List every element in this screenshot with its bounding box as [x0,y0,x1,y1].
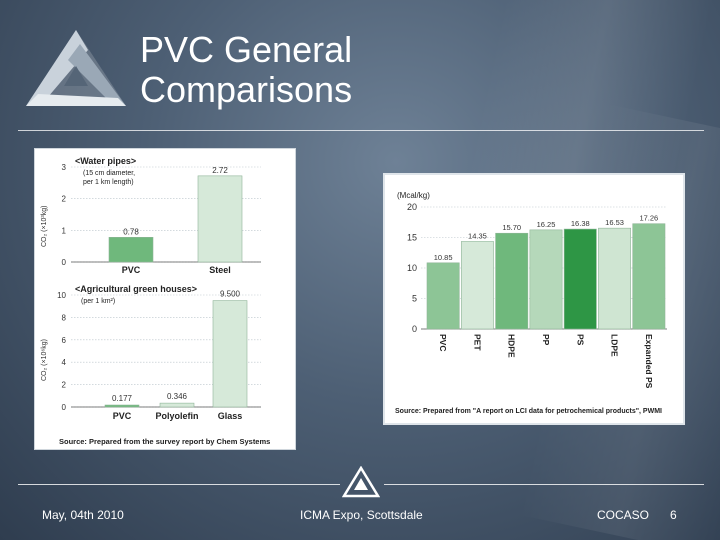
chart1-tick-label: 3 [62,163,67,172]
chart3-bar [426,262,460,330]
chart2-tick-label: 8 [62,313,67,322]
footer-divider-right [384,484,704,485]
chart3-category-label: PP [541,334,551,346]
chart3-category-label: Expanded PS [644,334,654,389]
chart1-bar [197,175,243,263]
footer-date: May, 04th 2010 [42,508,124,522]
chart3-category-label: HDPE [507,334,517,358]
chart3-data-label: 16.25 [537,220,556,229]
chart3-bar [495,232,529,330]
chart2-data-label: 0.177 [112,394,133,403]
chart3-bar [460,241,494,330]
chart2-data-label: 9.500 [220,290,241,299]
chart2-ylabel: CO₂ (×10⁶kg) [41,339,48,381]
chart3-tick-label: 5 [412,294,417,304]
chart3-bar [632,223,666,330]
chart3-data-label: 16.38 [571,219,590,228]
chart1-ylabel: CO₂ (×10³kg) [41,206,48,247]
chart2-tick-label: 6 [62,336,67,345]
chart2-tick-label: 2 [62,381,67,390]
chart1-data-label: 0.78 [123,227,139,236]
chart2-bar [104,404,140,408]
chart3-bar [598,227,632,330]
chart1-tick-label: 1 [62,226,67,235]
left-chart-panel: <Water pipes> (15 cm diameter, per 1 km … [34,148,296,450]
footer-organization: COCASO [597,508,650,522]
triangle-logo-icon [26,30,126,106]
footer-page-number: 6 [670,508,677,522]
right-chart-svg: (Mcal/kg) 0 5 10 15 20 10.85 PVC 14.35 PET 15.70 H… [395,191,667,415]
title-divider [18,130,704,131]
chart2-data-label: 0.346 [167,392,188,401]
chart2-tick-label: 10 [57,291,66,300]
chart3-category-label: LDPE [610,334,620,357]
title-line-1: PVC General [140,29,353,70]
right-chart-panel: (Mcal/kg) 0 5 10 15 20 10.85 PVC 14.35 PET 15.70 H… [383,173,685,425]
chart2-category-label: PVC [113,411,132,421]
chart3-data-label: 16.53 [605,218,624,227]
chart3-tick-label: 15 [407,233,417,243]
footer-divider-left [18,484,340,485]
chart1-tick-label: 0 [62,258,67,267]
chart3-data-label: 14.35 [468,231,487,240]
chart2-category-label: Polyolefin [155,411,198,421]
chart1-subtitle-line1: (15 cm diameter, [83,170,135,177]
chart2-category-label: Glass [218,411,243,421]
left-chart-svg: <Water pipes> (15 cm diameter, per 1 km … [41,156,270,446]
chart2-title: <Agricultural green houses> [75,284,197,294]
chart1-data-label: 2.72 [212,166,228,175]
chart3-ylabel: (Mcal/kg) [397,191,430,200]
chart3-bar [563,228,597,330]
chart3-bar [529,229,563,330]
chart2-subtitle: (per 1 km²) [81,298,115,305]
chart3-data-label: 10.85 [434,253,453,262]
chart1-title: <Water pipes> [75,156,136,166]
chart1-bar [108,237,154,263]
chart3-tick-label: 20 [407,202,417,212]
chart3-data-label: 15.70 [502,223,521,232]
chart1-category-label: PVC [122,265,141,275]
chart3-source: Source: Prepared from "A report on LCI d… [395,408,662,415]
chart1-tick-label: 2 [62,195,67,204]
chart2-tick-label: 4 [62,358,67,367]
slide-title: PVC General Comparisons [140,30,352,110]
chart3-category-label: PVC [438,334,448,351]
footer-triangle-logo-icon [342,466,380,498]
title-line-2: Comparisons [140,69,353,110]
chart1-category-label: Steel [209,265,231,275]
chart3-tick-label: 0 [412,324,417,334]
chart2-source: Source: Prepared from the survey report … [59,437,270,446]
chart3-data-label: 17.26 [639,214,658,223]
chart2-bar [212,300,248,408]
chart2-bar [159,402,195,408]
chart3-tick-label: 10 [407,263,417,273]
chart3-category-label: PET [472,334,482,351]
chart2-tick-label: 0 [62,403,67,412]
chart3-category-label: PS [575,334,585,346]
chart1-subtitle-line2: per 1 km length) [83,179,134,186]
footer-event: ICMA Expo, Scottsdale [300,508,423,522]
